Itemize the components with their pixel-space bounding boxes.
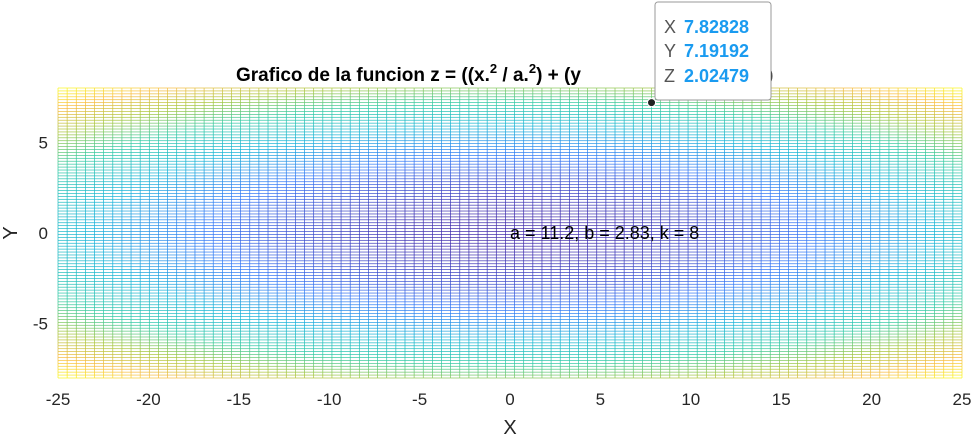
plot-area[interactable]	[58, 88, 962, 378]
